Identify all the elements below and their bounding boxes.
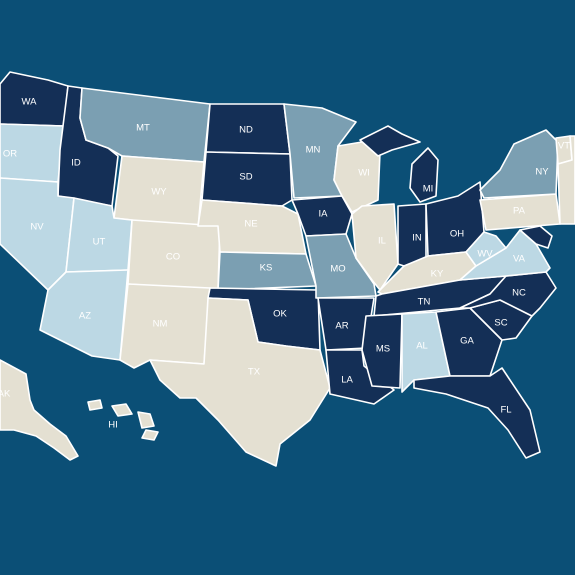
label-il: IL: [378, 236, 386, 247]
label-or: OR: [3, 149, 17, 160]
state-hi[interactable]: [87, 399, 103, 411]
state-nc[interactable]: [459, 271, 557, 317]
label-ak: AK: [0, 389, 11, 400]
label-pa: PA: [513, 206, 526, 217]
state-il[interactable]: [351, 203, 399, 291]
state-ak[interactable]: [0, 359, 79, 461]
label-nd: ND: [239, 125, 253, 136]
state-mi-upper[interactable]: [359, 125, 421, 157]
label-id: ID: [71, 158, 81, 169]
label-oh: OH: [450, 229, 464, 240]
state-va[interactable]: [459, 229, 551, 281]
label-co: CO: [166, 252, 180, 263]
state-fl[interactable]: [413, 367, 541, 459]
label-ms: MS: [376, 344, 390, 355]
label-ia: IA: [319, 209, 329, 220]
label-mo: MO: [330, 264, 345, 275]
state-hi-2[interactable]: [111, 403, 133, 417]
label-in: IN: [412, 233, 422, 244]
label-vt: VT: [558, 141, 570, 152]
label-sc: SC: [494, 318, 507, 329]
label-nm: NM: [153, 319, 168, 330]
label-tn: TN: [418, 297, 431, 308]
label-va: VA: [513, 254, 526, 265]
label-ne: NE: [244, 219, 257, 230]
label-wv: WV: [477, 249, 493, 260]
state-hi-4[interactable]: [141, 429, 159, 441]
state-tx[interactable]: [149, 297, 331, 467]
label-ut: UT: [93, 237, 106, 248]
label-wi: WI: [358, 168, 370, 179]
state-mo[interactable]: [305, 233, 377, 299]
state-sd[interactable]: [201, 151, 293, 207]
label-la: LA: [341, 375, 353, 386]
label-ks: KS: [260, 263, 273, 274]
label-ok: OK: [273, 309, 287, 320]
state-mi[interactable]: [409, 147, 439, 203]
label-hi: HI: [108, 420, 118, 431]
label-ar: AR: [335, 321, 348, 332]
label-wa: WA: [22, 97, 38, 108]
label-ga: GA: [460, 336, 474, 347]
label-wy: WY: [151, 187, 167, 198]
label-mi: MI: [423, 184, 434, 195]
label-tx: TX: [248, 367, 261, 378]
label-mt: MT: [136, 123, 150, 134]
state-hi-3[interactable]: [137, 411, 155, 429]
state-ms[interactable]: [361, 313, 403, 389]
label-mn: MN: [306, 145, 321, 156]
label-sd: SD: [239, 172, 252, 183]
label-az: AZ: [79, 311, 91, 322]
label-fl: FL: [500, 405, 511, 416]
label-nv: NV: [30, 222, 44, 233]
label-al: AL: [416, 341, 428, 352]
label-ky: KY: [431, 269, 444, 280]
label-ny: NY: [535, 167, 549, 178]
state-az[interactable]: [39, 269, 129, 361]
state-wv[interactable]: [465, 231, 507, 267]
label-nc: NC: [512, 288, 526, 299]
state-ny[interactable]: [479, 129, 559, 199]
state-new-england[interactable]: [557, 135, 575, 225]
